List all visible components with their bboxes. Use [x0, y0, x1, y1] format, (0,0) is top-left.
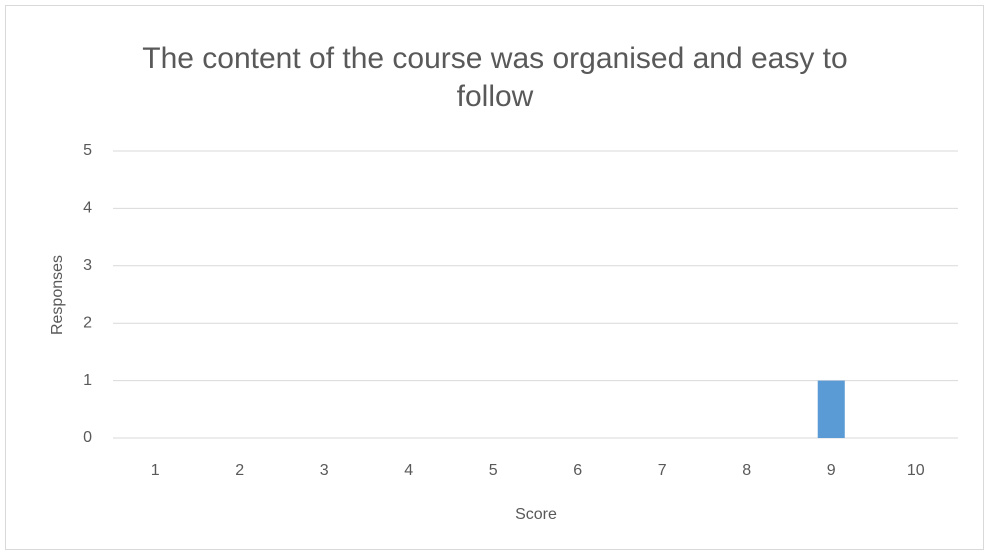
chart-title: The content of the course was organised …	[142, 42, 848, 113]
x-axis-label: Score	[515, 506, 557, 523]
x-tick-label: 5	[489, 462, 498, 479]
x-tick-label: 6	[573, 462, 582, 479]
y-tick-label: 0	[83, 429, 92, 446]
bar	[817, 380, 845, 438]
x-tick-label: 7	[658, 462, 667, 479]
x-tick-label: 9	[827, 462, 836, 479]
y-tick-label: 1	[83, 372, 92, 389]
x-tick-label: 10	[907, 462, 925, 479]
y-tick-label: 4	[83, 200, 92, 217]
x-tick-label: 4	[404, 462, 413, 479]
x-tick-label: 2	[235, 462, 244, 479]
x-tick-label: 3	[320, 462, 329, 479]
y-axis-label: Responses	[49, 255, 66, 335]
y-tick-label: 2	[83, 314, 92, 331]
y-tick-label: 5	[83, 142, 92, 159]
x-tick-label: 8	[742, 462, 751, 479]
x-tick-label: 1	[151, 462, 160, 479]
chart-border	[5, 5, 984, 550]
y-tick-label: 3	[83, 257, 92, 274]
